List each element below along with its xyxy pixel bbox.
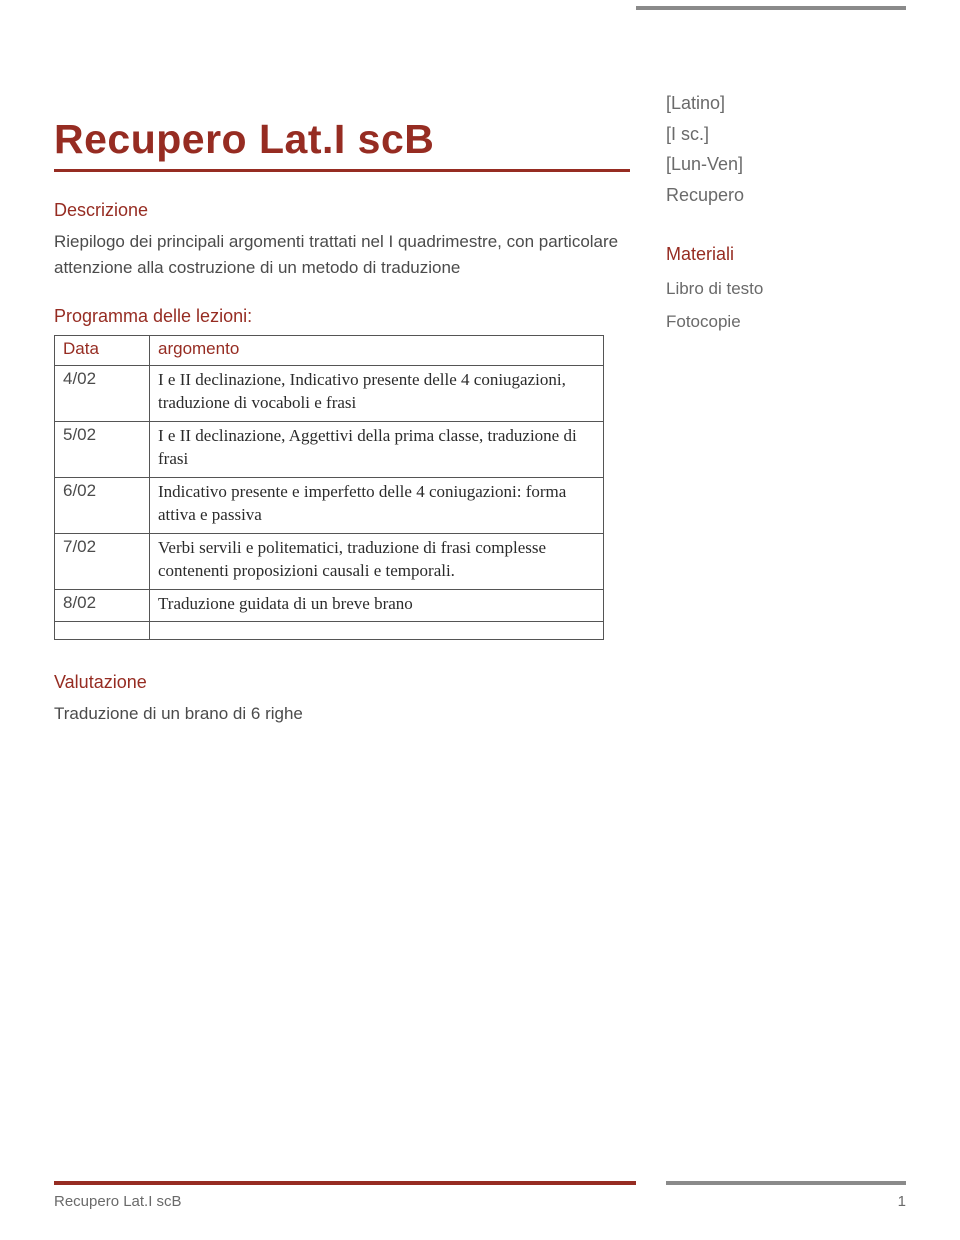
page: Recupero Lat.I scB Descrizione Riepilogo…	[0, 0, 960, 1240]
cell-date: 6/02	[55, 477, 150, 533]
materials-heading: Materiali	[666, 244, 906, 265]
evaluation-text: Traduzione di un brano di 6 righe	[54, 701, 630, 727]
materials-item: Fotocopie	[666, 306, 906, 338]
content-columns: Recupero Lat.I scB Descrizione Riepilogo…	[54, 60, 906, 753]
meta-subject: [Latino]	[666, 88, 906, 119]
schedule-heading: Programma delle lezioni:	[54, 306, 630, 327]
meta-class: [I sc.]	[666, 119, 906, 150]
cell-date: 8/02	[55, 589, 150, 622]
schedule-table: Data argomento 4/02 I e II declinazione,…	[54, 335, 604, 640]
evaluation-heading: Valutazione	[54, 672, 630, 693]
cell-topic: Verbi servili e politematici, traduzione…	[150, 533, 604, 589]
cell-empty	[150, 622, 604, 640]
table-row: 6/02 Indicativo presente e imperfetto de…	[55, 477, 604, 533]
page-title: Recupero Lat.I scB	[54, 116, 630, 172]
table-row: 8/02 Traduzione guidata di un breve bran…	[55, 589, 604, 622]
cell-date: 5/02	[55, 421, 150, 477]
footer-accent-bar	[54, 1181, 636, 1185]
materials-item: Libro di testo	[666, 273, 906, 305]
footer-left: Recupero Lat.I scB	[54, 1193, 182, 1210]
col-topic-header: argomento	[150, 336, 604, 366]
footer: Recupero Lat.I scB 1	[54, 1181, 906, 1210]
cell-topic: Indicativo presente e imperfetto delle 4…	[150, 477, 604, 533]
footer-gray-bar	[666, 1181, 906, 1185]
description-text: Riepilogo dei principali argomenti tratt…	[54, 229, 630, 280]
cell-topic: I e II declinazione, Indicativo presente…	[150, 366, 604, 422]
footer-text: Recupero Lat.I scB 1	[54, 1193, 906, 1210]
materials-list: Libro di testo Fotocopie	[666, 273, 906, 338]
cell-date: 7/02	[55, 533, 150, 589]
cell-empty	[55, 622, 150, 640]
description-heading: Descrizione	[54, 200, 630, 221]
footer-page-number: 1	[898, 1193, 906, 1210]
cell-date: 4/02	[55, 366, 150, 422]
cell-topic: I e II declinazione, Aggettivi della pri…	[150, 421, 604, 477]
side-meta: [Latino] [I sc.] [Lun-Ven] Recupero	[666, 88, 906, 210]
meta-type: Recupero	[666, 180, 906, 211]
table-row: 4/02 I e II declinazione, Indicativo pre…	[55, 366, 604, 422]
top-accent-bar	[636, 6, 906, 10]
footer-bars	[54, 1181, 906, 1185]
table-spacer-row	[55, 622, 604, 640]
table-row: 5/02 I e II declinazione, Aggettivi dell…	[55, 421, 604, 477]
table-header-row: Data argomento	[55, 336, 604, 366]
cell-topic: Traduzione guidata di un breve brano	[150, 589, 604, 622]
col-date-header: Data	[55, 336, 150, 366]
main-column: Recupero Lat.I scB Descrizione Riepilogo…	[54, 60, 630, 753]
meta-days: [Lun-Ven]	[666, 149, 906, 180]
side-column: [Latino] [I sc.] [Lun-Ven] Recupero Mate…	[666, 60, 906, 753]
table-row: 7/02 Verbi servili e politematici, tradu…	[55, 533, 604, 589]
